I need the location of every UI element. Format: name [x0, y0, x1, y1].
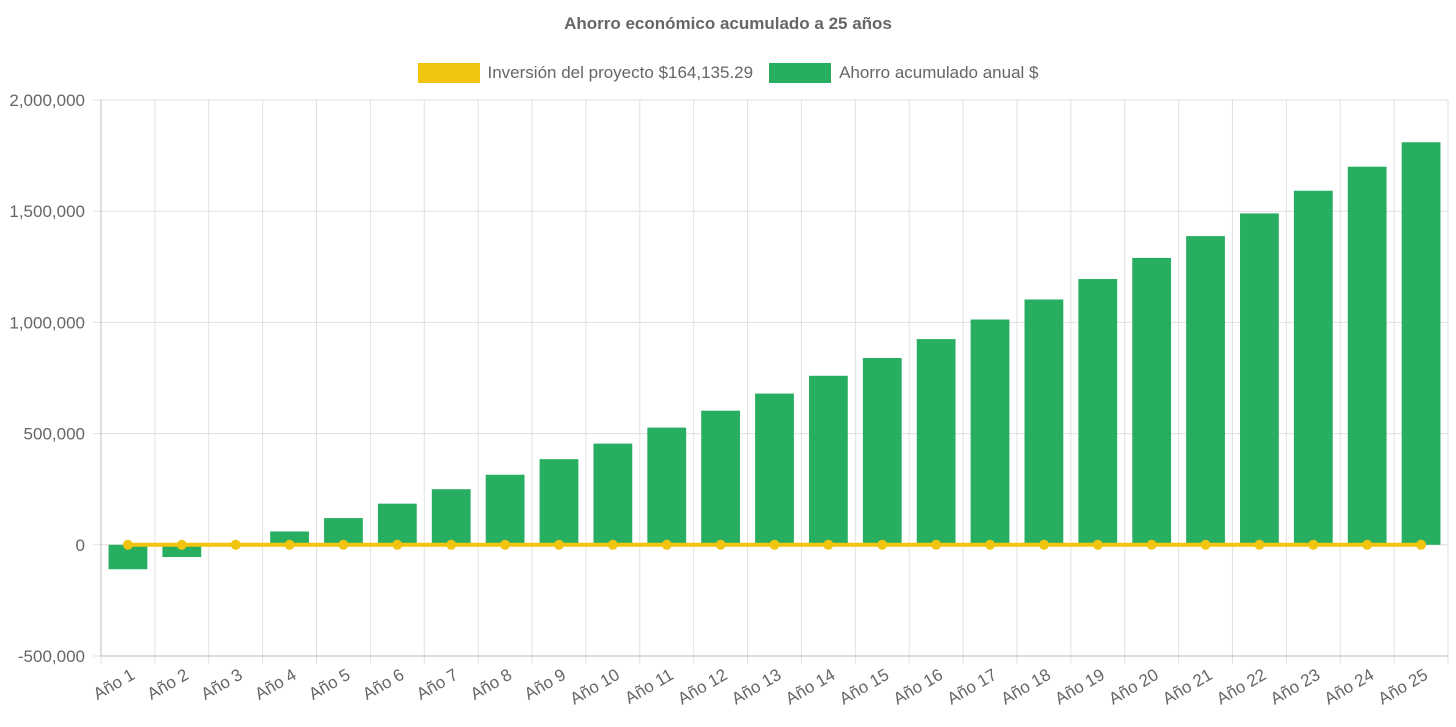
x-tick-label: Año 12: [674, 665, 730, 708]
legend-item-savings[interactable]: Ahorro acumulado anual $: [769, 63, 1039, 83]
y-tick-label: 0: [76, 536, 85, 555]
x-tick-label: Año 25: [1375, 665, 1431, 708]
bar: [862, 357, 902, 545]
y-tick-label: 2,000,000: [9, 91, 85, 110]
legend-swatch-investment: [417, 63, 480, 83]
line-series: [122, 539, 1427, 550]
legend-label-savings: Ahorro acumulado anual $: [839, 63, 1039, 82]
bar: [701, 410, 741, 545]
y-tick-label: 500,000: [24, 425, 85, 444]
line-point: [284, 539, 295, 550]
bar: [1024, 299, 1064, 545]
x-tick-label: Año 3: [198, 665, 246, 704]
x-tick-label: Año 5: [305, 665, 353, 704]
line-point: [1362, 539, 1373, 550]
line-point: [931, 539, 942, 550]
y-tick-label: -500,000: [18, 647, 85, 666]
bar: [593, 443, 633, 545]
line-point: [230, 539, 241, 550]
x-tick-label: Año 8: [467, 665, 515, 704]
chart-legend: Inversión del proyecto $164,135.29 Ahorr…: [0, 63, 1456, 83]
bar: [1078, 279, 1118, 545]
x-tick-label: Año 7: [413, 665, 461, 704]
x-tick-label: Año 20: [1105, 665, 1161, 708]
line-point: [823, 539, 834, 550]
line-point: [122, 539, 133, 550]
line-point: [338, 539, 349, 550]
line-point: [1200, 539, 1211, 550]
bar: [916, 339, 956, 545]
bar: [162, 544, 202, 558]
x-tick-label: Año 22: [1213, 665, 1269, 708]
line-point: [607, 539, 618, 550]
x-tick-label: Año 16: [890, 665, 946, 708]
bar: [1186, 236, 1225, 545]
bar: [377, 503, 417, 545]
x-tick-label: Año 15: [836, 665, 892, 708]
bar: [485, 474, 525, 545]
bar: [1132, 257, 1172, 545]
line-point: [1416, 539, 1427, 550]
x-tick-label: Año 23: [1267, 665, 1323, 708]
line-point: [769, 539, 780, 550]
x-tick-label: Año 4: [252, 665, 300, 704]
bar: [970, 319, 1010, 545]
x-tick-label: Año 24: [1321, 665, 1377, 708]
bar: [808, 375, 848, 545]
line-point: [985, 539, 996, 550]
legend-item-investment[interactable]: Inversión del proyecto $164,135.29: [417, 63, 754, 83]
bar: [431, 489, 471, 545]
line-point: [553, 539, 564, 550]
bar: [1401, 142, 1441, 545]
line-point: [661, 539, 672, 550]
line-point: [446, 539, 457, 550]
y-axis: 2,000,000 1,500,000 1,000,000 500,000 0 -500,…: [9, 91, 85, 666]
x-tick-label: Año 21: [1159, 665, 1215, 708]
line-point: [392, 539, 403, 550]
line-point: [1038, 539, 1049, 550]
line-point: [715, 539, 726, 550]
bar: [647, 427, 687, 545]
bar: [270, 531, 309, 545]
x-tick-label: Año 11: [622, 665, 677, 708]
bar: [1293, 190, 1333, 545]
x-tick-label: Año 14: [782, 665, 838, 708]
x-tick-label: Año 18: [998, 665, 1054, 708]
x-axis: Año 1 Año 2 Año 3 Año 4 Año 5 Año 6 Año 7 Año 8…: [90, 665, 1431, 708]
x-tick-label: Año 6: [359, 665, 407, 704]
x-tick-label: Año 2: [144, 665, 192, 704]
x-tick-label: Año 10: [567, 665, 623, 708]
line-point: [500, 539, 511, 550]
x-tick-label: Año 9: [521, 665, 569, 704]
bar: [755, 393, 794, 545]
bar: [1347, 166, 1387, 545]
line-point: [1254, 539, 1265, 550]
chart-title: Ahorro económico acumulado a 25 años: [564, 14, 892, 33]
bar: [1240, 213, 1279, 545]
x-tick-label: Año 1: [90, 665, 138, 704]
y-tick-label: 1,500,000: [9, 202, 85, 221]
x-tick-label: Año 17: [944, 665, 1000, 708]
line-point: [1092, 539, 1103, 550]
line-point: [1308, 539, 1319, 550]
legend-swatch-savings: [769, 63, 832, 83]
legend-label-investment: Inversión del proyecto $164,135.29: [487, 63, 754, 82]
line-point: [176, 539, 187, 550]
y-tick-label: 1,000,000: [9, 313, 85, 332]
x-tick-label: Año 19: [1052, 665, 1108, 708]
bar-series: [108, 142, 1441, 570]
line-point: [1146, 539, 1157, 550]
x-tick-label: Año 13: [728, 665, 784, 708]
line-point: [877, 539, 888, 550]
bar: [539, 459, 579, 545]
